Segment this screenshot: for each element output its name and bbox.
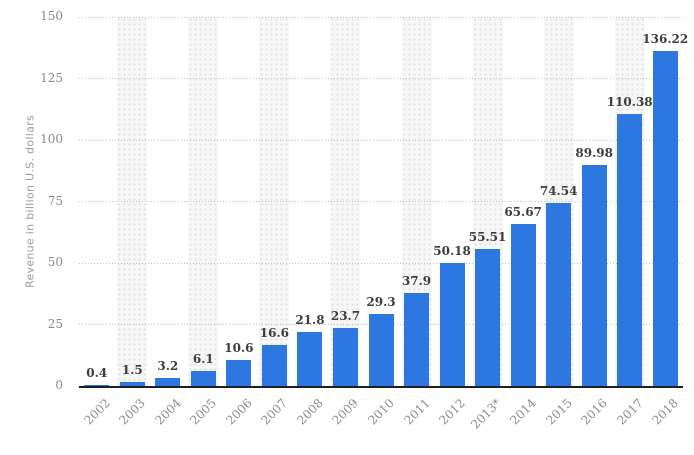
x-tick-label: 2017 <box>614 396 646 428</box>
gridline <box>79 139 683 141</box>
value-label: 89.98 <box>575 145 613 160</box>
bar-2015[interactable] <box>546 202 572 386</box>
x-tick-label: 2010 <box>365 396 397 428</box>
x-tick-label: 2009 <box>329 396 362 428</box>
value-label: 55.51 <box>468 230 507 245</box>
bar-2005[interactable] <box>190 371 216 386</box>
value-label: 3.2 <box>157 359 179 374</box>
value-label: 1.5 <box>121 363 143 378</box>
bar-2003[interactable] <box>119 382 145 386</box>
bar-2016[interactable] <box>581 164 607 386</box>
bar-2014[interactable] <box>510 224 536 386</box>
x-tick-label: 2004 <box>152 396 184 428</box>
gridline <box>79 16 683 18</box>
value-label: 0.4 <box>86 366 108 381</box>
x-tick-label: 2011 <box>400 396 433 428</box>
value-label: 23.7 <box>330 308 361 323</box>
y-tick-label: 100 <box>40 132 63 146</box>
gridline <box>79 201 683 202</box>
x-tick-label: 2003 <box>116 396 149 428</box>
x-tick-label: 2005 <box>187 396 220 428</box>
y-tick-label: 125 <box>40 70 63 85</box>
bar-2013[interactable] <box>475 249 501 386</box>
x-tick-label: 2008 <box>294 396 326 428</box>
bar-2007[interactable] <box>261 345 287 386</box>
plot-area: 0.4 1.5 3.2 6.1 10.6 16.6 21.8 23.7 29.3 37.9 50.1… <box>79 16 688 388</box>
x-tick-label: 2007 <box>258 396 291 428</box>
y-tick-label: 0 <box>55 378 63 392</box>
value-label: 37.9 <box>401 273 432 288</box>
bar-2012[interactable] <box>439 262 465 386</box>
x-tick-label: 2016 <box>578 396 611 428</box>
value-label: 21.8 <box>295 313 325 328</box>
bar-2017[interactable] <box>617 114 643 386</box>
value-label: 110.38 <box>606 95 653 110</box>
x-tick-label: 2006 <box>223 396 255 428</box>
y-tick-label: 150 <box>40 9 63 23</box>
value-label: 29.3 <box>366 294 396 309</box>
gridline <box>79 78 683 79</box>
y-tick-label: 75 <box>47 193 63 208</box>
bar-2010[interactable] <box>368 313 394 386</box>
y-tick-label: 50 <box>47 255 63 269</box>
bar-2011[interactable] <box>404 292 430 386</box>
value-label: 136.22 <box>642 31 689 46</box>
bar-2008[interactable] <box>297 332 323 386</box>
value-label: 50.18 <box>433 243 471 258</box>
value-label: 74.54 <box>539 183 578 198</box>
x-tick-label: 2012 <box>436 396 468 428</box>
value-label: 16.6 <box>259 326 290 341</box>
x-tick-label: 2014 <box>507 396 540 428</box>
x-tick-label: 2018 <box>649 396 682 428</box>
bar-2006[interactable] <box>226 359 252 386</box>
x-tick-label: 2002 <box>81 396 113 428</box>
y-tick-label: 25 <box>47 316 63 331</box>
value-label: 6.1 <box>192 352 214 366</box>
x-tick-label: 2015 <box>543 396 575 428</box>
x-tick-label: 2013* <box>467 396 504 432</box>
value-label: 65.67 <box>504 205 542 220</box>
bar-2004[interactable] <box>155 378 181 386</box>
gridline <box>79 262 683 264</box>
value-label: 10.6 <box>224 340 254 355</box>
bar-2002[interactable] <box>84 385 110 386</box>
bar-2018[interactable] <box>652 50 678 386</box>
bar-2009[interactable] <box>332 327 358 386</box>
